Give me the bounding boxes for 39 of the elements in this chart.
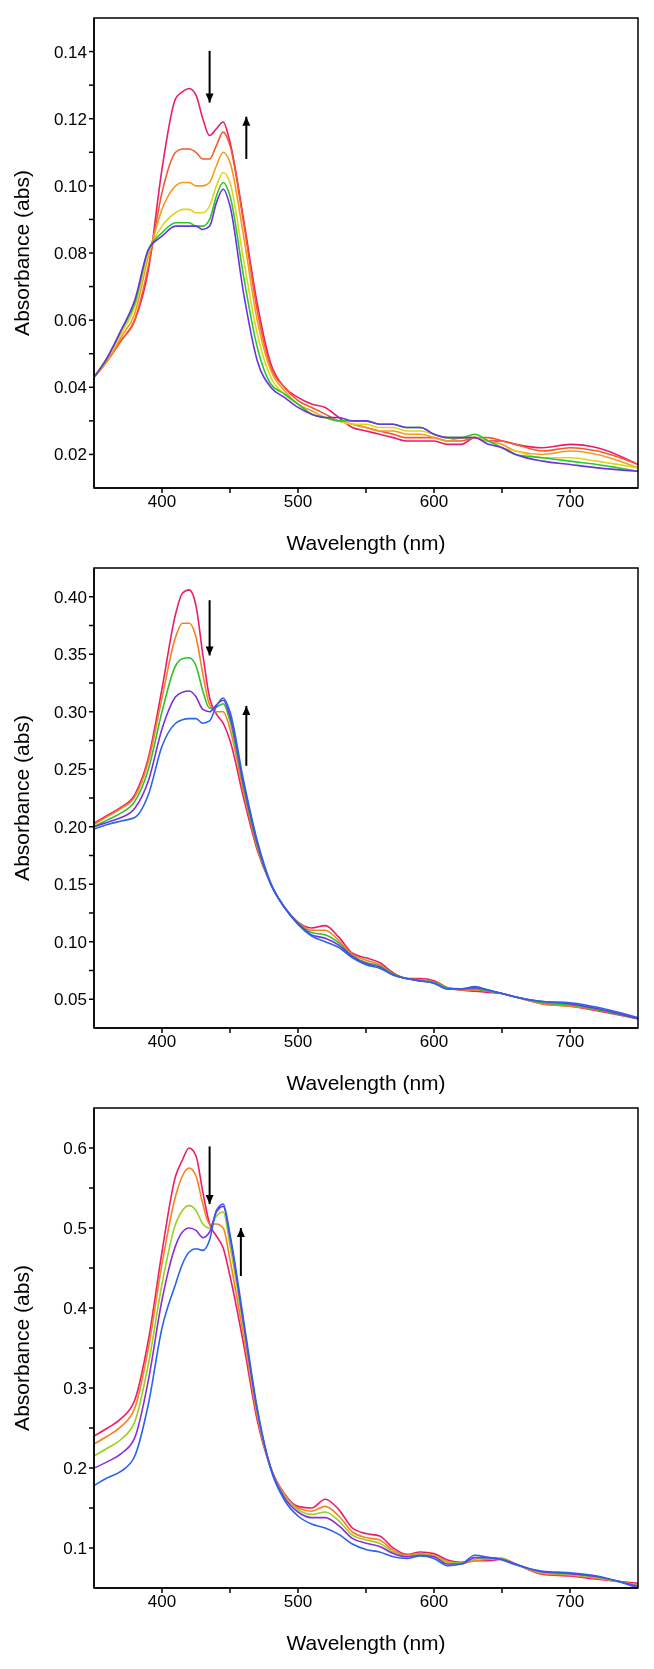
x-tick-label: 600 xyxy=(419,1592,449,1612)
x-axis-title: Wavelength (nm) xyxy=(286,1631,446,1654)
y-tick-label: 0.20 xyxy=(53,817,87,837)
y-tick-label: 0.10 xyxy=(53,176,87,196)
x-tick-label: 400 xyxy=(147,1032,177,1052)
y-tick-label: 0.04 xyxy=(53,378,87,398)
x-axis-title: Wavelength (nm) xyxy=(286,531,446,554)
y-tick-label: 0.6 xyxy=(63,1139,87,1159)
x-tick-label: 500 xyxy=(283,1032,313,1052)
y-tick-label: 0.35 xyxy=(53,645,87,665)
y-tick-label: 0.05 xyxy=(53,990,87,1010)
y-tick-label: 0.40 xyxy=(53,587,87,607)
y-tick-label: 0.5 xyxy=(63,1219,87,1239)
x-tick-label: 700 xyxy=(555,492,585,512)
y-tick-label: 0.30 xyxy=(53,702,87,722)
y-tick-label: 0.4 xyxy=(63,1299,87,1319)
x-tick-label: 400 xyxy=(147,492,177,512)
y-axis-title: Absorbance (abs) xyxy=(10,170,34,336)
y-tick-label: 0.14 xyxy=(53,42,87,62)
x-tick-label: 600 xyxy=(419,492,449,512)
y-axis-title: Absorbance (abs) xyxy=(10,1265,34,1431)
y-tick-label: 0.1 xyxy=(63,1539,87,1559)
x-tick-label: 600 xyxy=(419,1032,449,1052)
y-tick-label: 0.02 xyxy=(53,445,87,465)
y-tick-label: 0.06 xyxy=(53,311,87,331)
y-tick-label: 0.2 xyxy=(63,1459,87,1479)
y-tick-label: 0.12 xyxy=(53,109,87,129)
y-tick-label: 0.25 xyxy=(53,760,87,780)
y-tick-label: 0.15 xyxy=(53,875,87,895)
x-tick-label: 500 xyxy=(283,492,313,512)
x-tick-label: 700 xyxy=(555,1032,585,1052)
x-axis-title: Wavelength (nm) xyxy=(286,1071,446,1094)
y-tick-label: 0.08 xyxy=(53,244,87,264)
x-tick-label: 700 xyxy=(555,1592,585,1612)
y-tick-label: 0.3 xyxy=(63,1379,87,1399)
y-tick-label: 0.10 xyxy=(53,932,87,952)
x-tick-label: 500 xyxy=(283,1592,313,1612)
y-axis-title: Absorbance (abs) xyxy=(10,715,34,881)
x-tick-label: 400 xyxy=(147,1592,177,1612)
